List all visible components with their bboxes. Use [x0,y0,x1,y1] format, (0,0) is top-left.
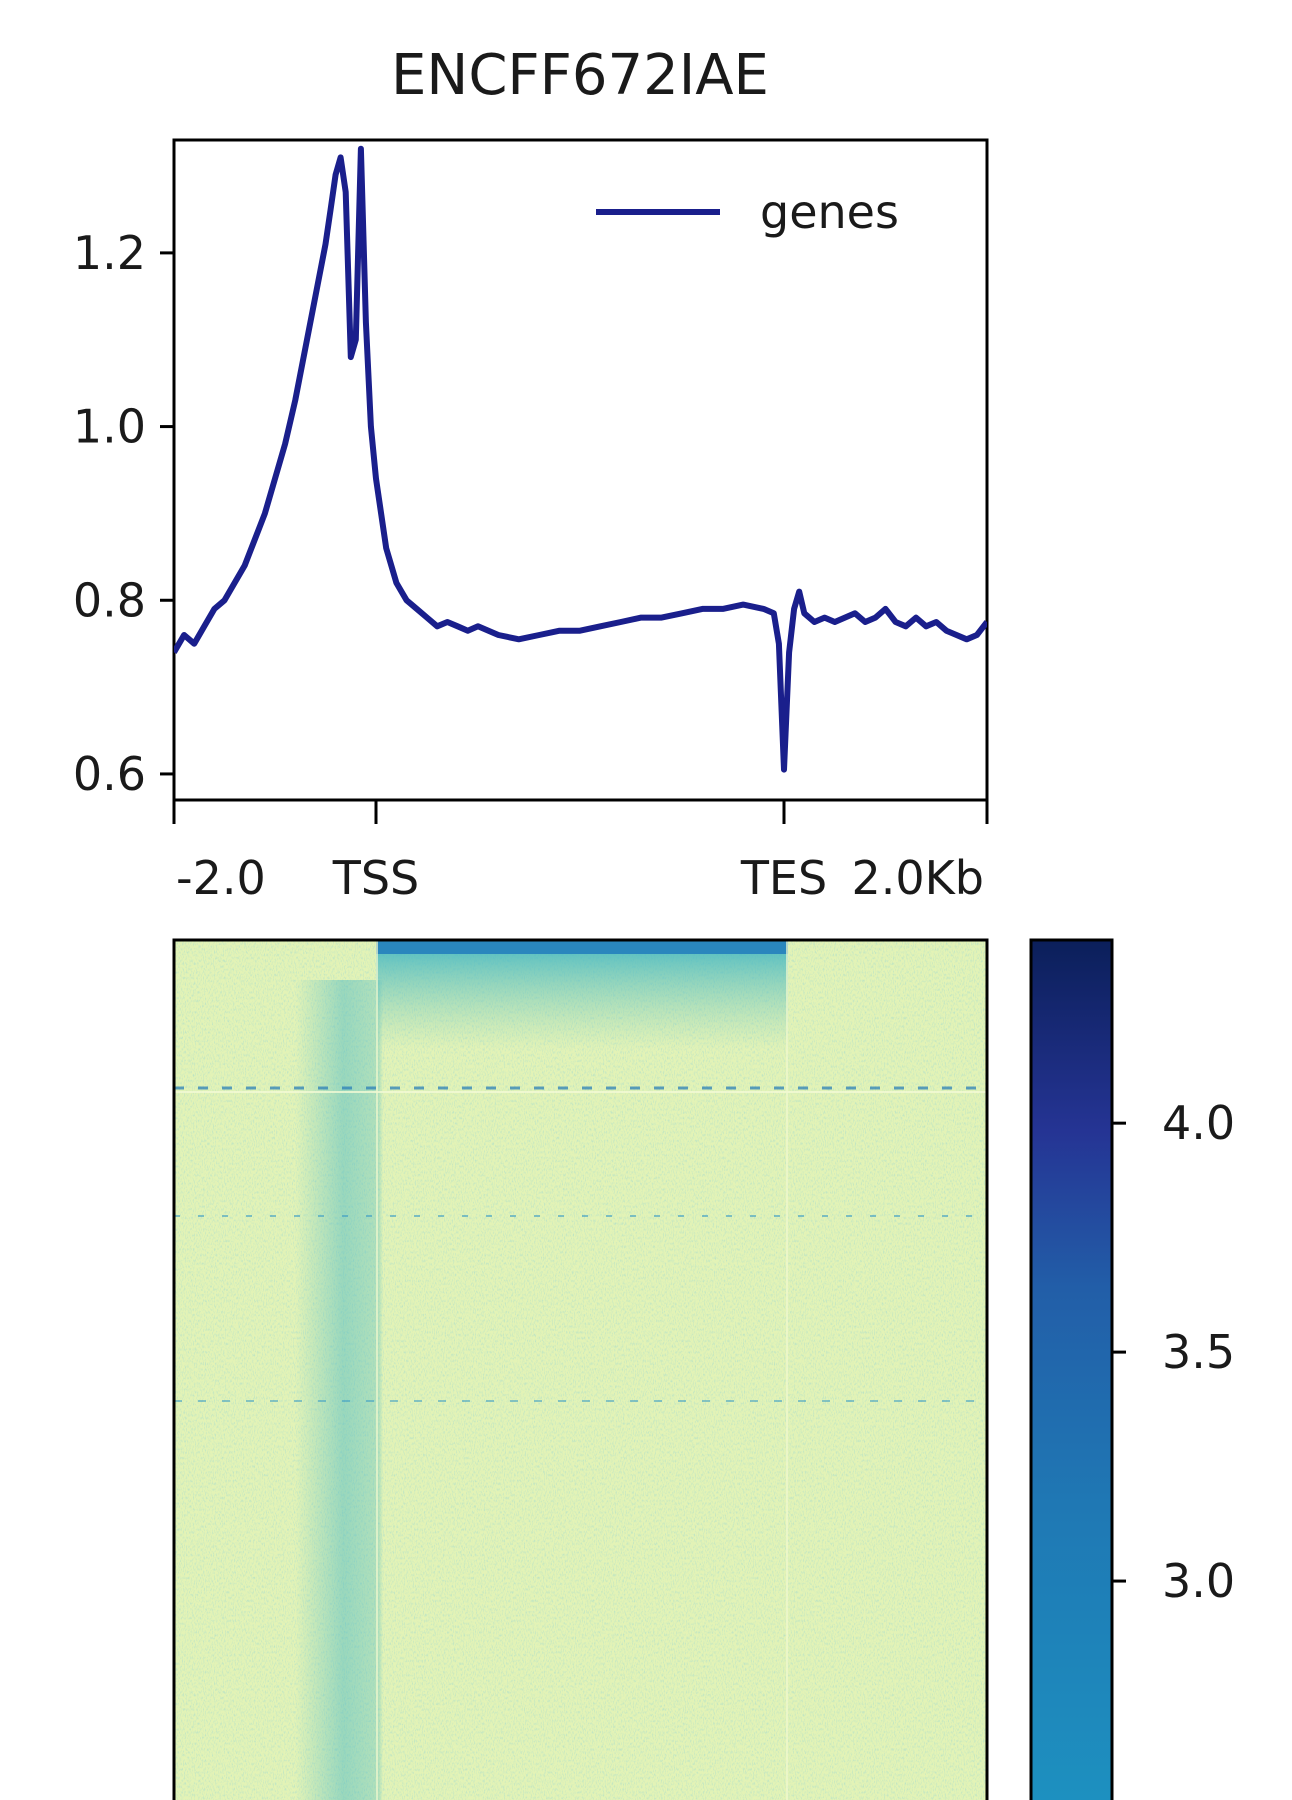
heatmap-top-rows [376,940,788,954]
legend: genes [596,185,899,239]
heatmap-tss-enrichment [295,980,383,1800]
colorbar-tick-label: 3.5 [1162,1325,1235,1379]
x-tick-label: TSS [332,851,420,905]
x-tick-label: TES [740,851,827,905]
y-axis: 0.6 0.8 1.0 1.2 [73,226,174,801]
y-tick-label: 0.6 [73,747,146,801]
heatmap [172,938,989,1800]
y-tick-label: 1.2 [73,226,146,280]
chart-title: ENCFF672IAE [391,43,769,108]
colorbar-ticks: 3.0 3.5 4.0 [1112,1096,1235,1608]
x-tick-label: 2.0Kb [851,851,984,905]
x-axis: -2.0 TSS TES 2.0Kb [172,800,989,905]
colorbar-tick-label: 4.0 [1162,1096,1235,1150]
profile-plot: 0.6 0.8 1.0 1.2 -2.0 TSS TES 2.0Kb genes [73,138,989,905]
colorbar: 3.0 3.5 4.0 [1029,938,1235,1800]
colorbar-tick-label: 3.0 [1162,1554,1235,1608]
legend-label-genes: genes [760,185,899,239]
colorbar-gradient [1029,938,1114,1800]
profile-axes-frame [172,138,989,802]
y-tick-label: 0.8 [73,573,146,627]
heatmap-frame [172,938,989,1800]
x-tick-label: -2.0 [176,851,266,905]
series-line-genes [174,145,987,773]
y-tick-label: 1.0 [73,400,146,454]
heatmap-gene-body-top [376,940,788,1050]
